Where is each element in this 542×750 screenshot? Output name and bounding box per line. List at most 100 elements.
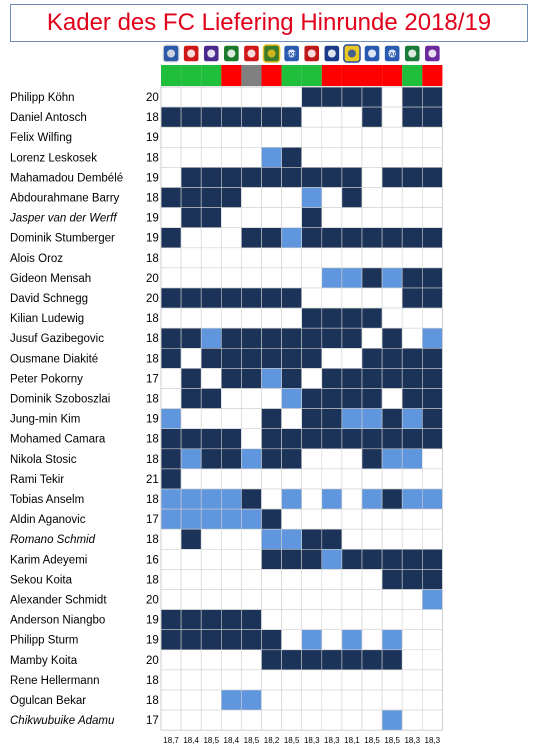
appearance-cell (200, 609, 222, 630)
match-result-bar (321, 65, 342, 86)
appearance-cell (160, 689, 182, 711)
appearance-cell (241, 147, 262, 168)
appearance-cell (321, 428, 343, 450)
appearance-cell (321, 247, 343, 269)
appearance-cell (301, 126, 323, 148)
appearance-cell (381, 187, 403, 208)
appearance-cell (221, 147, 242, 168)
appearance-cell (321, 187, 343, 208)
appearance-cell (180, 368, 202, 389)
appearance-cell (241, 428, 262, 450)
appearance-cell (200, 448, 222, 470)
appearance-cell (261, 669, 282, 691)
appearance-cell (321, 528, 343, 550)
appearance-cell (200, 247, 222, 269)
appearance-cell (261, 368, 282, 389)
appearance-cell (241, 669, 262, 691)
player-name: Chikwubuike Adamu (10, 715, 115, 727)
match-date-label: 18,3 (404, 736, 420, 745)
appearance-cell (180, 609, 202, 630)
appearance-cell (221, 669, 242, 691)
appearance-cell (160, 609, 182, 630)
appearance-cell (401, 207, 423, 229)
appearance-cell (421, 609, 443, 630)
appearance-cell (200, 388, 222, 409)
player-name: Romano Schmid (10, 534, 96, 546)
appearance-cell (281, 448, 303, 470)
appearance-cell (341, 508, 363, 530)
appearance-cell (401, 187, 423, 208)
player-age: 17 (146, 715, 159, 727)
appearance-cell (361, 247, 383, 269)
appearance-cell (281, 388, 303, 409)
appearance-cell (301, 307, 323, 329)
appearance-cell (180, 528, 202, 550)
appearance-cell (341, 629, 363, 651)
opponent-badge-emblem (247, 49, 256, 58)
appearance-cell (421, 86, 443, 108)
appearance-cell (221, 167, 242, 188)
appearance-cell (180, 589, 202, 610)
appearance-cell (361, 207, 383, 229)
match-result-bar (261, 65, 282, 86)
appearance-cell (241, 86, 262, 108)
appearance-cell (281, 207, 303, 229)
appearance-cell (421, 548, 443, 570)
appearance-cell (160, 629, 182, 651)
appearance-cell (401, 408, 423, 430)
appearance-cell (241, 528, 262, 550)
match-date-label: 18,4 (224, 736, 240, 745)
opponent-badge-emblem (267, 49, 276, 58)
appearance-cell (221, 327, 242, 349)
appearance-cell (200, 488, 222, 510)
appearance-cell (361, 287, 383, 309)
player-name: Jusuf Gazibegovic (10, 333, 104, 345)
appearance-cell (200, 106, 222, 128)
appearance-cell (301, 528, 323, 550)
appearance-cell (401, 147, 423, 168)
appearance-cell (281, 669, 303, 691)
appearance-cell (221, 629, 242, 651)
player-age: 19 (146, 213, 159, 225)
appearance-cell (241, 609, 262, 630)
appearance-cell (421, 508, 443, 530)
appearance-cell (160, 106, 182, 128)
match-date-label: 18,5 (284, 736, 300, 745)
appearance-cell (241, 448, 262, 470)
appearance-cell (401, 126, 423, 148)
appearance-cell (221, 86, 242, 108)
appearance-cell (261, 167, 282, 188)
appearance-cell (341, 267, 363, 289)
player-name: Karim Adeyemi (10, 554, 87, 566)
appearance-cell (261, 106, 282, 128)
appearance-cell (301, 327, 323, 349)
player-name: David Schnegg (10, 293, 88, 305)
appearance-cell (301, 709, 323, 731)
appearance-cell (381, 247, 403, 269)
player-name: Peter Pokorny (10, 373, 83, 385)
appearance-cell (221, 106, 242, 128)
appearance-cell (421, 669, 443, 691)
appearance-cell (221, 307, 242, 329)
appearance-cell (421, 709, 443, 731)
appearance-cell (321, 609, 343, 630)
appearance-cell (421, 287, 443, 309)
appearance-cell (221, 528, 242, 550)
appearance-cell (421, 167, 443, 188)
appearance-cell (261, 569, 282, 590)
player-age: 17 (146, 373, 159, 385)
appearance-cell (361, 488, 383, 510)
appearance-cell (301, 488, 323, 510)
appearance-cell (200, 669, 222, 691)
appearance-cell (321, 709, 343, 731)
appearance-cell (241, 207, 262, 229)
player-age: 20 (146, 273, 159, 285)
opponent-badge-emblem (307, 49, 316, 58)
appearance-cell (361, 307, 383, 329)
appearance-cell (341, 106, 363, 128)
appearance-cell (421, 126, 443, 148)
appearance-cell (281, 548, 303, 570)
appearance-cell (421, 569, 443, 590)
appearance-cell (401, 86, 423, 108)
player-age: 18 (146, 534, 159, 546)
